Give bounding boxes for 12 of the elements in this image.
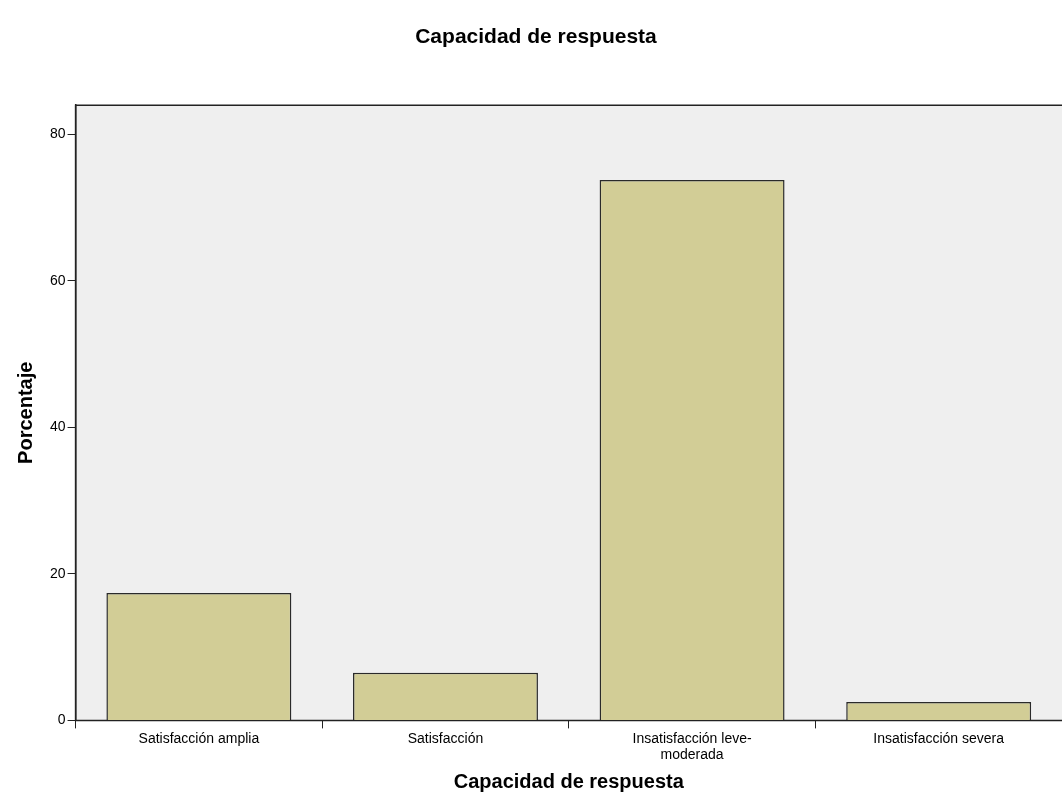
y-tick-label: 80	[49, 125, 66, 142]
x-tick-label: Satisfacción	[407, 729, 484, 746]
x-tick-label: Satisfacción amplia	[138, 729, 260, 746]
x-tick-label: Insatisfacción severa	[873, 729, 1005, 746]
y-axis-title: Porcentaje	[13, 361, 36, 464]
y-tick-label: 20	[49, 564, 66, 581]
y-tick-label: 0	[57, 711, 66, 728]
chart-title: Capacidad de respuesta	[415, 24, 658, 48]
y-tick-label: 40	[49, 418, 66, 435]
x-tick-label: Insatisfacción leve-moderada	[632, 729, 752, 763]
x-axis-title: Capacidad de respuesta	[453, 769, 685, 792]
y-tick-label: 60	[49, 271, 66, 288]
